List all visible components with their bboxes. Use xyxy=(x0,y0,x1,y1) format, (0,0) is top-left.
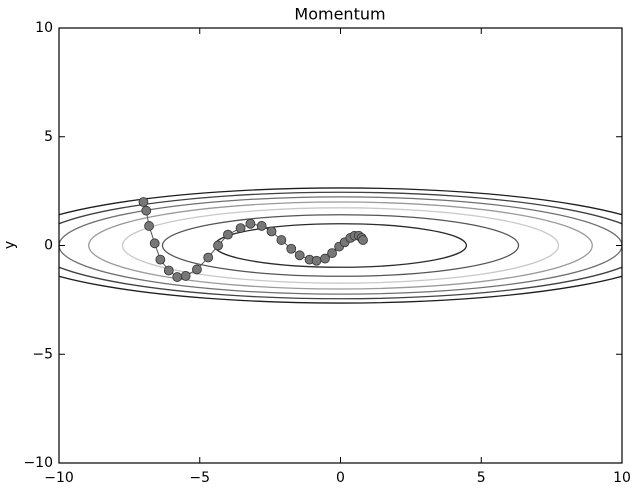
point xyxy=(266,226,277,237)
point xyxy=(172,272,183,282)
point xyxy=(294,250,305,261)
contour xyxy=(121,207,560,284)
x-tick-label: −10 xyxy=(44,470,74,486)
point xyxy=(358,235,368,245)
point xyxy=(203,252,214,263)
chart-title: Momentum xyxy=(294,5,385,24)
point xyxy=(327,248,337,259)
point xyxy=(245,218,256,229)
y-tick-label: −5 xyxy=(32,346,53,362)
contour xyxy=(88,201,593,290)
point xyxy=(144,221,154,231)
point xyxy=(141,205,152,216)
contour xyxy=(59,196,622,295)
point xyxy=(192,264,202,275)
y-tick-label: 0 xyxy=(44,238,53,254)
point xyxy=(311,255,322,266)
x-tick-label: 0 xyxy=(336,470,345,486)
point xyxy=(163,265,174,276)
x-tick-label: 5 xyxy=(477,470,486,486)
contour xyxy=(161,214,520,277)
contour xyxy=(59,187,622,304)
y-axis-label: y xyxy=(2,241,18,249)
point xyxy=(256,221,267,231)
point xyxy=(180,271,191,281)
contour xyxy=(59,191,622,300)
point xyxy=(222,229,233,240)
point xyxy=(149,238,160,249)
trajectory-line xyxy=(142,201,364,278)
point xyxy=(276,235,287,245)
point xyxy=(155,254,166,265)
point xyxy=(286,243,297,254)
point xyxy=(235,223,246,234)
y-tick-label: 5 xyxy=(44,129,53,145)
y-tick-label: −10 xyxy=(23,455,53,471)
y-tick-label: 10 xyxy=(35,20,53,36)
x-tick-label: 10 xyxy=(613,470,631,486)
point xyxy=(138,197,149,207)
x-tick-label: −5 xyxy=(189,470,210,486)
point xyxy=(320,253,330,264)
plot-area xyxy=(59,187,622,304)
point xyxy=(213,240,223,251)
